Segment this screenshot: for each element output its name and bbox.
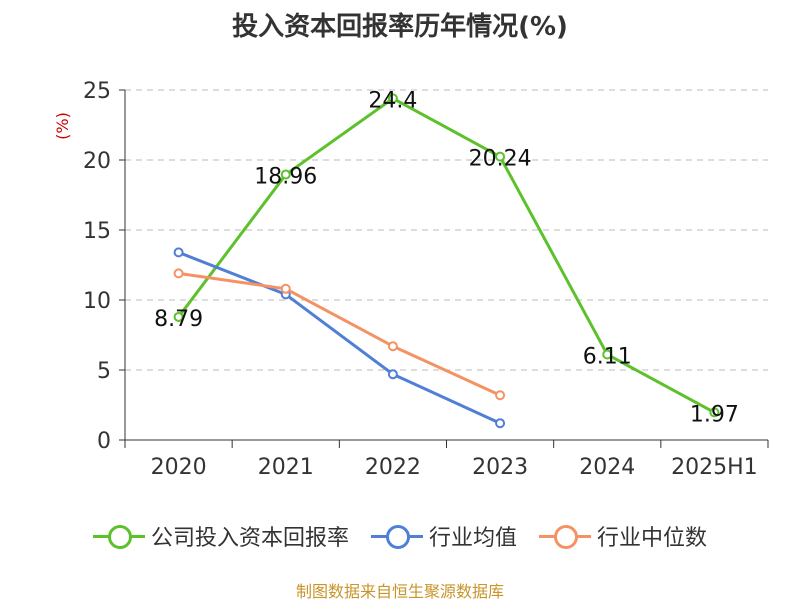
y-tick-label: 0 xyxy=(97,429,111,454)
axes: 0 5 10 15 20 25 2020 2021 2022 2023 2024 2025H1 xyxy=(83,79,769,480)
data-point xyxy=(709,407,720,418)
grid-lines xyxy=(125,89,768,371)
data-label: 18.96 xyxy=(254,165,317,190)
data-point xyxy=(173,311,184,322)
data-point xyxy=(495,390,506,401)
y-tick-label: 20 xyxy=(83,149,111,174)
legend-label-company: 公司投入资本回报率 xyxy=(150,526,349,551)
legend-item-industry-median[interactable]: 行业中位数 xyxy=(539,520,707,552)
y-tick-label: 15 xyxy=(83,219,111,244)
y-tick-label: 25 xyxy=(83,79,111,104)
legend-label-industry-avg: 行业均值 xyxy=(428,526,517,551)
legend-label-industry-median: 行业中位数 xyxy=(597,526,708,551)
data-label: 8.79 xyxy=(154,307,203,332)
data-point xyxy=(280,169,291,180)
x-tick-label: 2023 xyxy=(472,455,528,480)
data-point xyxy=(387,341,398,352)
data-point xyxy=(495,418,506,429)
series-line-1 xyxy=(178,251,501,425)
data-label: 1.97 xyxy=(690,402,739,427)
data-point xyxy=(387,369,398,380)
data-point xyxy=(602,349,613,360)
legend-swatch-company xyxy=(92,524,145,549)
data-label: 24.4 xyxy=(368,88,417,113)
data-label: 20.24 xyxy=(469,147,532,172)
chart-title: 投入资本回报率历年情况(%) xyxy=(232,12,568,42)
legend-item-industry-avg[interactable]: 行业均值 xyxy=(370,520,517,552)
data-point xyxy=(387,93,398,104)
data-point xyxy=(280,283,291,294)
data-point xyxy=(173,247,184,258)
series-lines xyxy=(173,93,720,429)
chart-legend: 公司投入资本回报率 行业均值 行业中位数 xyxy=(0,520,800,552)
legend-item-company[interactable]: 公司投入资本回报率 xyxy=(92,520,349,552)
x-tick-label: 2025H1 xyxy=(671,455,758,480)
y-axis-unit: (%) xyxy=(53,112,72,140)
x-tick-label: 2021 xyxy=(258,455,314,480)
source-note: 制图数据来自恒生聚源数据库 xyxy=(295,582,504,601)
y-tick-label: 5 xyxy=(97,359,111,384)
x-tick-label: 2020 xyxy=(151,455,207,480)
data-point xyxy=(495,151,506,162)
legend-swatch-industry-avg xyxy=(370,524,423,549)
data-label: 6.11 xyxy=(583,344,632,369)
y-tick-label: 10 xyxy=(83,289,111,314)
series-line-2 xyxy=(178,271,501,397)
x-tick-label: 2024 xyxy=(579,455,635,480)
series-line-0 xyxy=(177,96,716,414)
data-point xyxy=(173,268,184,279)
x-tick-label: 2022 xyxy=(365,455,421,480)
legend-swatch-industry-median xyxy=(539,524,591,549)
data-labels: 8.79 18.96 24.4 20.24 6.11 1.97 xyxy=(154,88,739,427)
